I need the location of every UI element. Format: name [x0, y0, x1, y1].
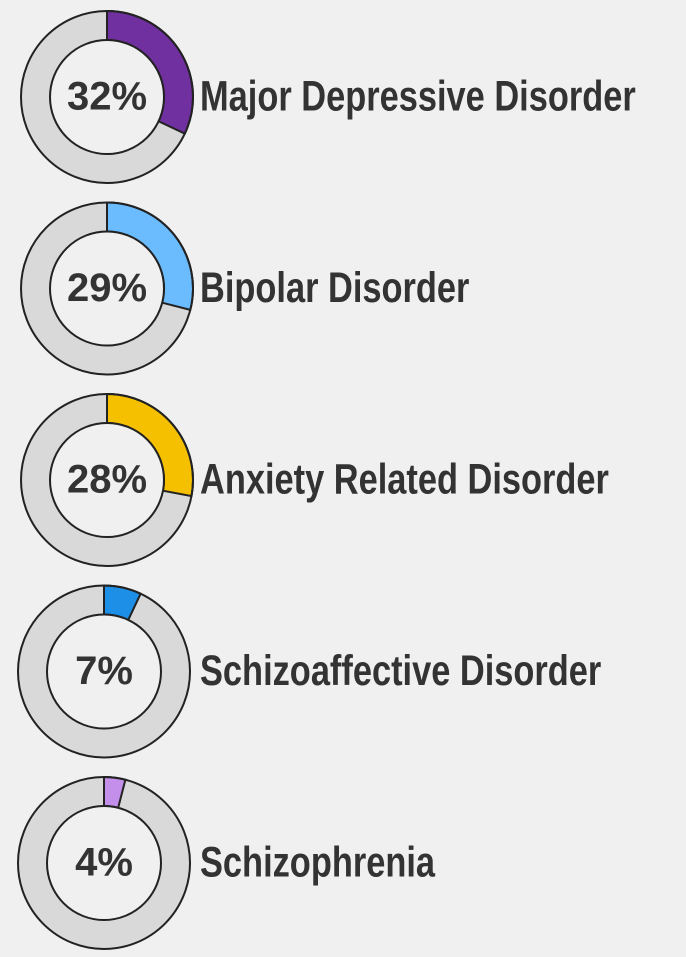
center-label: 32% [67, 75, 147, 119]
category-label: Bipolar Disorder [200, 264, 469, 311]
outer-border [20, 201, 194, 376]
category-label-group: Major Depressive Disorder [200, 73, 636, 120]
category-label-group: Schizophrenia [200, 839, 435, 886]
category-label: Schizophrenia [200, 839, 435, 886]
inner-circle [46, 613, 162, 730]
category-label-group: Schizoaffective Disorder [200, 647, 601, 694]
center-label: 29% [67, 266, 147, 310]
inner-circle [49, 422, 165, 538]
donut: 4% [17, 775, 191, 950]
category-label-group: Bipolar Disorder [200, 264, 469, 311]
center-label: 7% [75, 649, 133, 693]
category-label-group: Anxiety Related Disorder [200, 456, 609, 503]
category-label: Schizoaffective Disorder [200, 647, 601, 694]
donut: 7% [17, 584, 191, 759]
center-label: 28% [67, 458, 147, 502]
inner-circle [46, 805, 162, 921]
outer-border [20, 393, 194, 567]
inner-circle [49, 230, 165, 347]
outer-border [17, 584, 191, 759]
donut: 28% [20, 392, 194, 567]
category-label: Anxiety Related Disorder [200, 456, 609, 503]
center-label: 4% [75, 841, 133, 885]
donut: 32% [20, 9, 194, 184]
donut: 29% [20, 201, 194, 376]
inner-circle [49, 39, 165, 155]
outer-border [20, 10, 194, 184]
outer-border [17, 776, 191, 950]
category-label: Major Depressive Disorder [200, 73, 636, 120]
